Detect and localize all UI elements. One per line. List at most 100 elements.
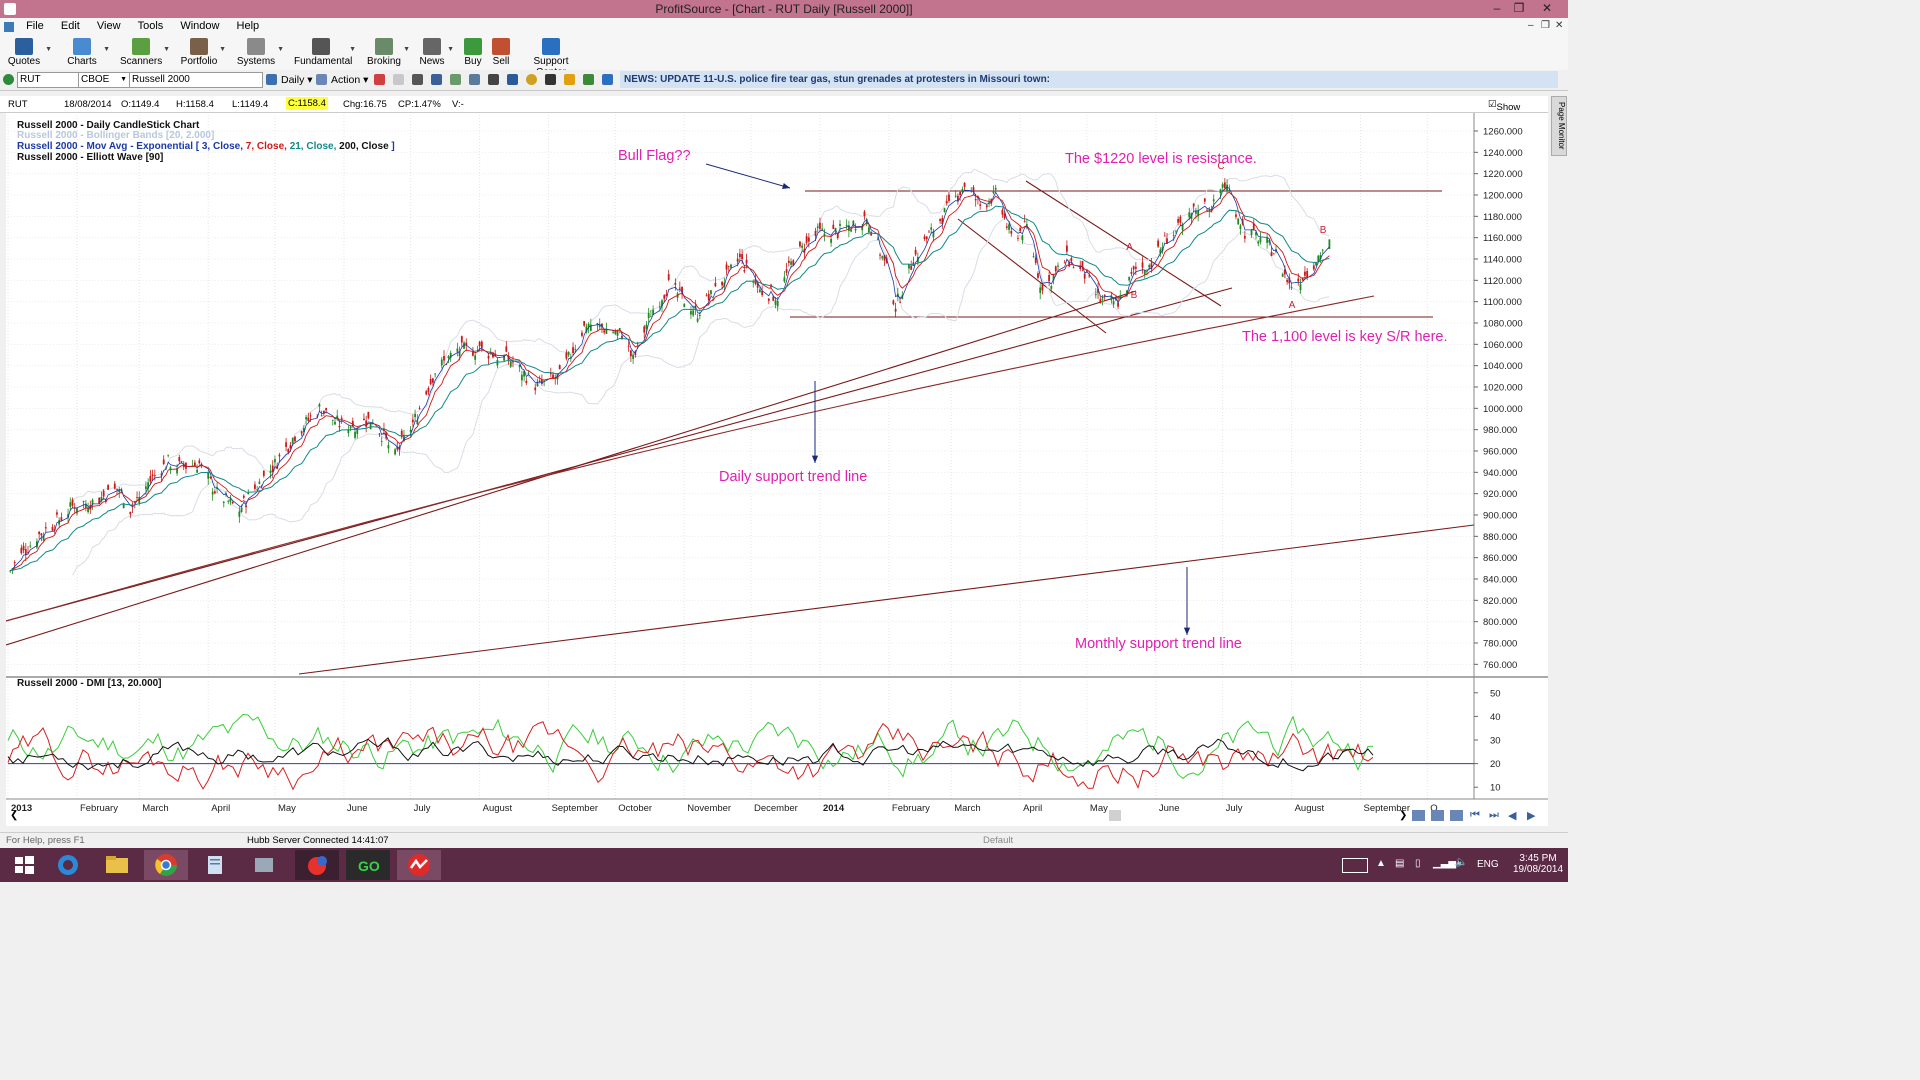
candle-body — [963, 182, 966, 187]
language-indicator[interactable]: ENG — [1477, 859, 1499, 870]
period-select[interactable]: Daily ▾ — [281, 74, 313, 86]
candle-body — [821, 228, 824, 230]
news-ticker[interactable]: NEWS: UPDATE 11-U.S. police fire tear ga… — [620, 71, 1558, 88]
toolbar-charts-button[interactable]: Charts ▼ — [62, 36, 110, 70]
toolbar-portfolio-button[interactable]: Portfolio ▼ — [180, 36, 226, 70]
candle-body — [567, 351, 570, 356]
candle-body — [211, 491, 214, 495]
toolbar-support-center-button[interactable]: Support Center — [518, 36, 584, 78]
scroll-right-icon[interactable]: ❯ — [1399, 810, 1408, 821]
star-icon[interactable] — [564, 74, 575, 85]
zoom-fit-icon[interactable] — [1450, 810, 1463, 821]
chevron-down-icon[interactable]: ▼ — [349, 46, 356, 53]
toolbar-scanners-button[interactable]: Scanners ▼ — [120, 36, 170, 70]
tray-arrow-icon[interactable]: ▲ — [1376, 858, 1386, 869]
page-monitor-tab[interactable]: Page Monitor — [1551, 96, 1567, 156]
scroll-left-icon[interactable]: ❮ — [10, 810, 19, 821]
page-icon[interactable] — [393, 74, 404, 85]
candle-body — [367, 411, 370, 419]
y-tick-label: 1180.000 — [1483, 212, 1522, 223]
show-last-checkbox[interactable]: ☑ Show Last — [1488, 99, 1520, 124]
indicator-icon[interactable] — [507, 74, 518, 85]
candle-body — [1175, 230, 1177, 232]
mdi-restore-icon[interactable]: ❐ — [1541, 20, 1550, 31]
chevron-down-icon[interactable]: ▼ — [163, 46, 170, 53]
notepad-icon[interactable] — [193, 850, 237, 880]
gocharting-icon[interactable]: GO — [346, 850, 390, 880]
toolbar-sell-button[interactable]: Sell — [490, 36, 512, 70]
battery-icon[interactable]: ▯ — [1415, 858, 1421, 869]
x-tick-label: February — [80, 803, 118, 814]
menu-tools[interactable]: Tools — [137, 20, 164, 32]
first-page-icon[interactable]: ⏮ — [1470, 809, 1480, 821]
chevron-down-icon[interactable]: ▼ — [219, 46, 226, 53]
signal-icon[interactable]: ▁▃▅ — [1433, 858, 1457, 869]
calendar-icon[interactable] — [266, 74, 277, 85]
print-icon[interactable] — [469, 74, 480, 85]
toolbar-fundamental-button[interactable]: Fundamental ▼ — [294, 36, 356, 70]
next-icon[interactable]: ▶ — [1527, 810, 1536, 822]
hammer-icon[interactable] — [488, 74, 499, 85]
zoom-in-icon[interactable] — [1412, 810, 1425, 821]
chevron-down-icon[interactable]: ▼ — [45, 46, 52, 53]
candle-body — [60, 517, 63, 521]
action-icon[interactable] — [316, 74, 327, 85]
chart-icon[interactable] — [602, 74, 613, 85]
go-icon[interactable] — [3, 74, 14, 85]
save-icon[interactable] — [431, 74, 442, 85]
volume-icon[interactable]: 🔈 — [1455, 857, 1468, 868]
app-grid-icon[interactable] — [242, 850, 286, 880]
chrome-icon[interactable] — [144, 850, 188, 880]
last-page-icon[interactable]: ⏭ — [1489, 809, 1499, 821]
toolbar-systems-button[interactable]: Systems ▼ — [236, 36, 284, 70]
lightbulb-icon[interactable] — [526, 74, 537, 85]
action-menu[interactable]: Action ▾ — [331, 74, 369, 86]
toolbar-quotes-button[interactable]: Quotes ▼ — [4, 36, 52, 70]
x-tick-label: O — [1430, 803, 1437, 814]
prev-icon[interactable]: ◀ — [1508, 810, 1517, 822]
profitsource-icon[interactable] — [397, 850, 441, 880]
candle-body — [416, 420, 419, 425]
close-icon[interactable]: ✕ — [1541, 1, 1553, 15]
alert-icon[interactable] — [583, 74, 594, 85]
toolbar-news-button[interactable]: News ▼ — [418, 36, 454, 70]
scrollbar-thumb[interactable] — [1109, 810, 1121, 821]
menu-view[interactable]: View — [96, 20, 121, 32]
mdi-close-icon[interactable]: ✕ — [1555, 20, 1564, 31]
exchange-select[interactable]: CBOE ▼ — [78, 72, 130, 88]
chevron-down-icon[interactable]: ▼ — [403, 46, 410, 53]
file-explorer-icon[interactable] — [95, 850, 139, 880]
security-name-field[interactable]: Russell 2000 — [129, 72, 263, 88]
menu-file[interactable]: File — [26, 20, 44, 32]
network-icon[interactable]: ▤ — [1395, 858, 1405, 869]
toolbar-broking-button[interactable]: Broking ▼ — [366, 36, 410, 70]
binoculars-icon[interactable] — [545, 74, 556, 85]
chevron-down-icon[interactable]: ▼ — [277, 46, 284, 53]
x-tick-label: October — [618, 803, 652, 814]
toolbar-buy-button[interactable]: Buy — [462, 36, 484, 70]
menu-edit[interactable]: Edit — [60, 20, 80, 32]
restore-icon[interactable]: ❐ — [1513, 1, 1525, 15]
price-chart[interactable]: 1260.000 1240.000 1220.000 1200.000 1180.000… — [6, 113, 1548, 826]
clock[interactable]: 3:45 PM 19/08/2014 — [1513, 853, 1563, 875]
y-tick-label: 1020.000 — [1483, 383, 1523, 394]
keyboard-icon[interactable] — [1342, 858, 1368, 873]
media-icon[interactable] — [295, 850, 339, 880]
chevron-down-icon[interactable]: ▼ — [447, 46, 454, 53]
zoom-out-icon[interactable] — [1431, 810, 1444, 821]
dmi-tick-label: 20 — [1490, 759, 1501, 770]
minimize-icon[interactable]: – — [1493, 1, 1501, 15]
settings-icon[interactable] — [412, 74, 423, 85]
start-button[interactable] — [2, 850, 46, 880]
symbol-input[interactable]: RUT — [17, 72, 79, 88]
menu-help[interactable]: Help — [236, 20, 260, 32]
chevron-down-icon[interactable]: ▼ — [103, 46, 110, 53]
arrow-down-icon[interactable] — [374, 74, 385, 85]
chart-area[interactable]: 1260.000 1240.000 1220.000 1200.000 1180.000… — [6, 113, 1548, 826]
tools-icon[interactable] — [450, 74, 461, 85]
mdi-minimize-icon[interactable]: – — [1528, 20, 1534, 31]
quote-low: L:1149.4 — [232, 99, 269, 110]
internet-explorer-icon[interactable] — [46, 850, 90, 880]
menu-window[interactable]: Window — [180, 20, 220, 32]
toolbar-label: Broking — [367, 56, 401, 67]
